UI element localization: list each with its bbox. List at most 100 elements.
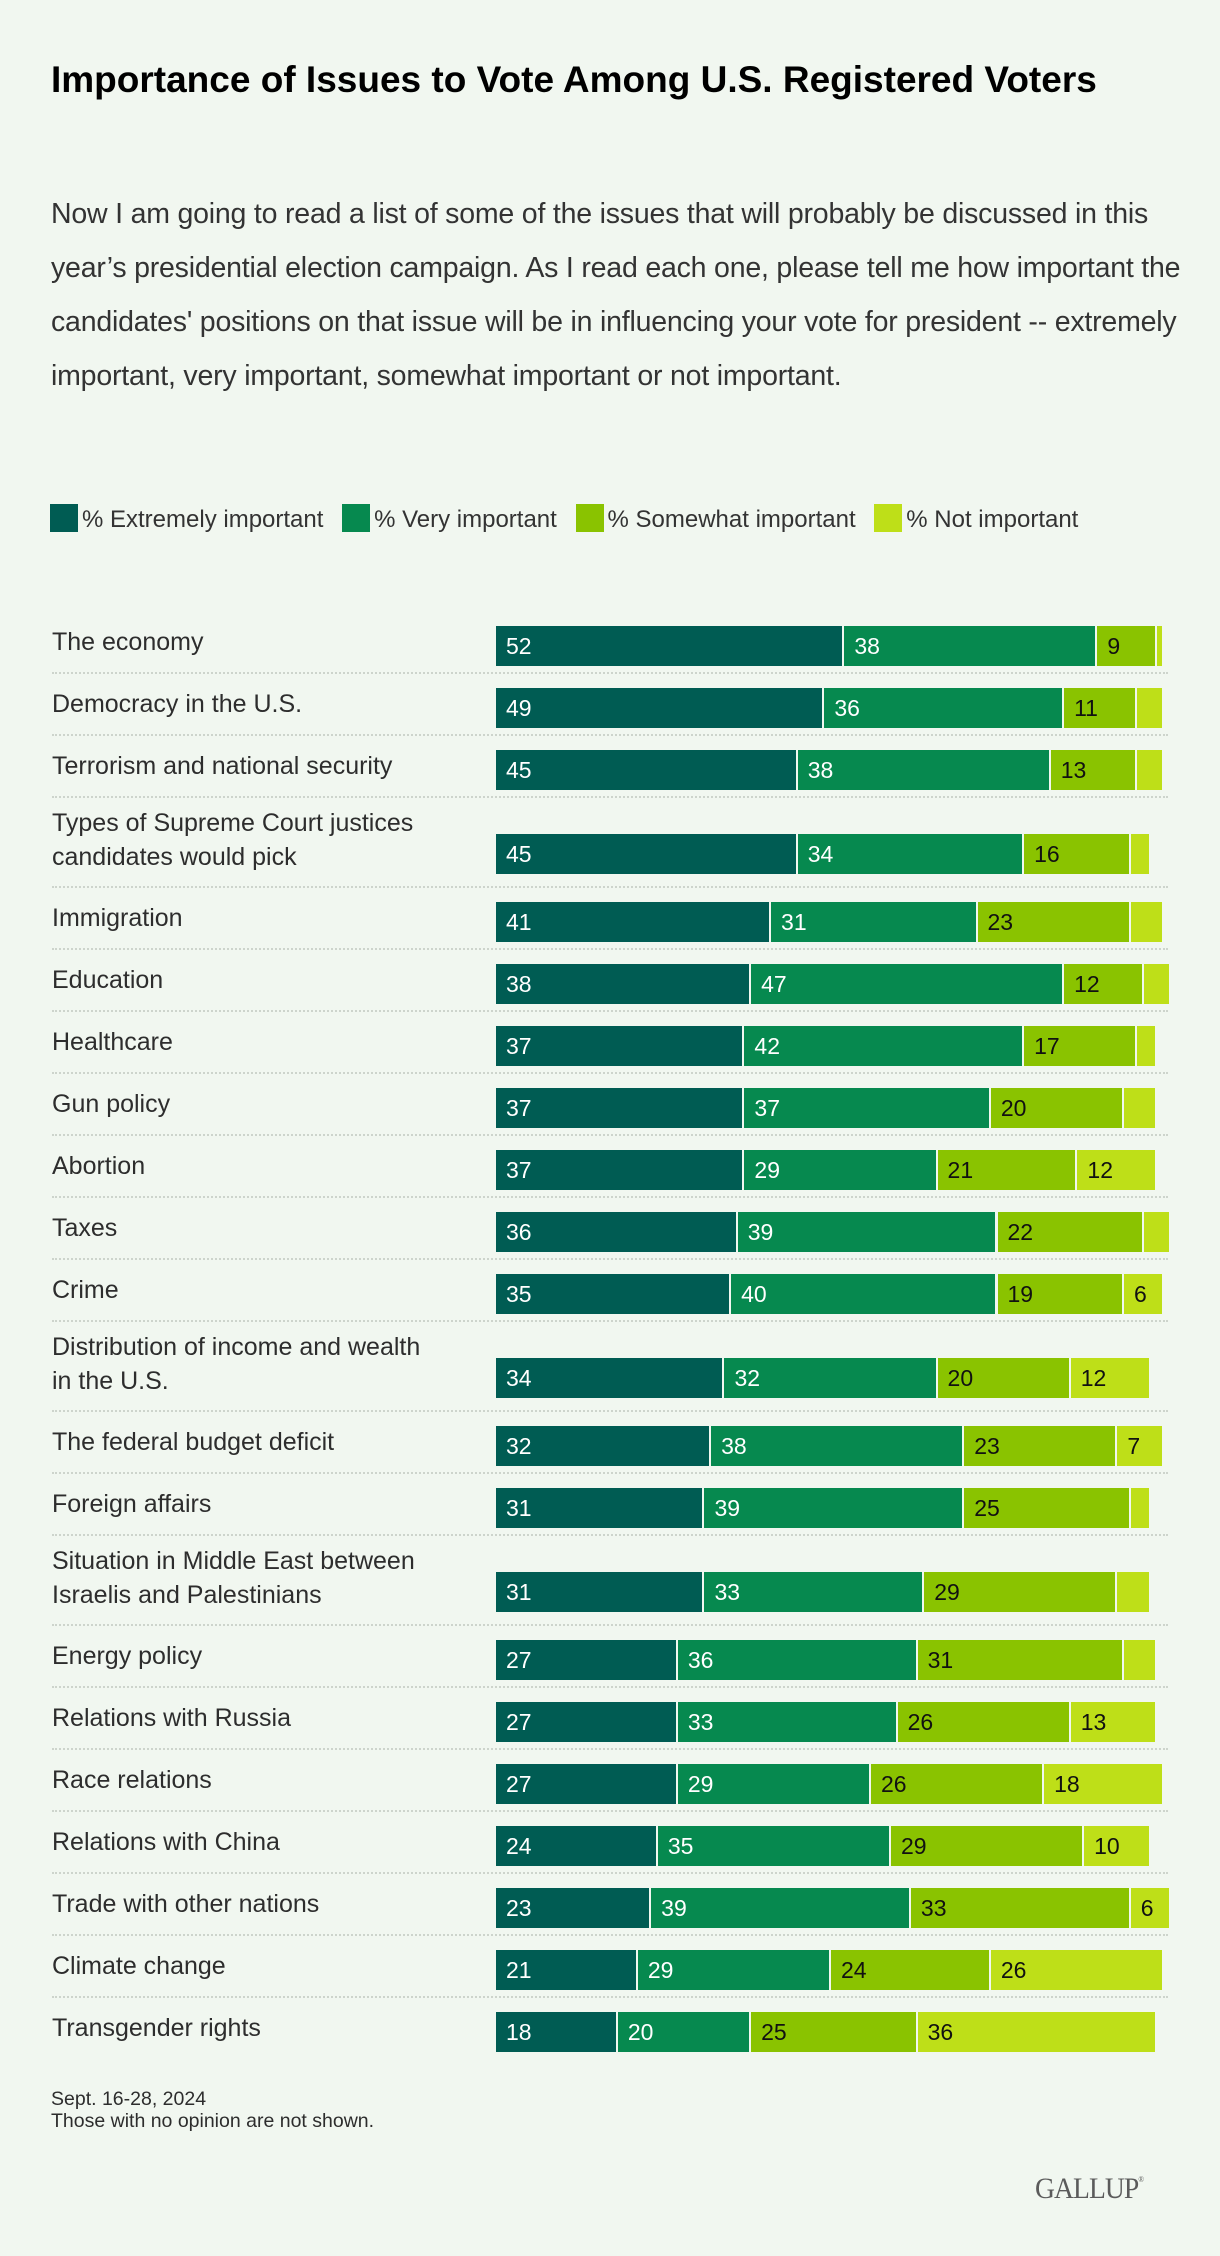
- data-label: 47: [761, 971, 787, 997]
- category-label-line: Energy policy: [52, 1642, 203, 1670]
- data-label: 52: [506, 633, 532, 659]
- bar-segment-extremely-important: 34: [496, 1358, 723, 1398]
- survey-dates: Sept. 16-28, 2024: [51, 2088, 207, 2110]
- logo-text: GALLUP: [1035, 2172, 1139, 2205]
- bar-segment-not-important: 6: [1130, 1888, 1169, 1928]
- data-label: 7: [1127, 1433, 1141, 1459]
- bar-segment-not-important: [1130, 834, 1149, 874]
- stacked-bar: 31 39 25: [496, 1488, 1162, 1528]
- bar-segment-not-important: [1144, 1212, 1169, 1252]
- legend-item-extremely-important: % Extremely important: [50, 504, 323, 533]
- data-label: 39: [714, 1495, 741, 1521]
- data-label: 32: [506, 1433, 532, 1459]
- data-label: 38: [721, 1433, 747, 1459]
- bar-segment-extremely-important: 37: [496, 1150, 743, 1190]
- bar-segment-not-important: [1144, 964, 1169, 1004]
- category-label: Healthcare: [52, 1025, 482, 1059]
- legend-item-very-important: % Very important: [342, 504, 557, 533]
- data-label: 31: [506, 1495, 532, 1521]
- data-label: 9: [1107, 633, 1121, 659]
- chart-row-situation-in-middle-east-between-israelis-and-palestinians: Situation in Middle East between Israelis…: [0, 1536, 1220, 1626]
- data-label: 33: [687, 1709, 714, 1735]
- row-divider: [52, 1320, 1168, 1322]
- data-label: 36: [927, 2019, 954, 2045]
- data-label: 23: [987, 909, 1014, 935]
- bar-segment-not-important: [1137, 1026, 1156, 1066]
- chart-row-the-federal-budget-deficit: The federal budget deficit 32 38 23 7: [0, 1412, 1220, 1474]
- bar-segment-extremely-important: 27: [496, 1640, 676, 1680]
- data-label: 13: [1060, 757, 1087, 783]
- data-label: 20: [1000, 1095, 1027, 1121]
- data-label: 33: [714, 1579, 741, 1605]
- data-label: 24: [841, 1957, 867, 1983]
- bar-segment-somewhat-important: 11: [1064, 688, 1136, 728]
- bar-segment-extremely-important: 21: [496, 1950, 636, 1990]
- row-divider: [52, 886, 1168, 888]
- bar-segment-not-important: [1124, 1088, 1156, 1128]
- data-label: 39: [661, 1895, 687, 1921]
- data-label: 31: [927, 1647, 954, 1673]
- bar-segment-not-important: [1137, 750, 1162, 790]
- bar-segment-not-important: 26: [990, 1950, 1162, 1990]
- row-divider: [52, 1686, 1168, 1688]
- chart-row-relations-with-china: Relations with China 24 35 29 10: [0, 1812, 1220, 1874]
- legend-item-somewhat-important: % Somewhat important: [575, 504, 856, 533]
- stacked-bar: 41 31 23: [496, 902, 1162, 942]
- bar-segment-extremely-important: 41: [496, 902, 770, 942]
- bar-segment-very-important: 20: [617, 2012, 750, 2052]
- bar-segment-very-important: 31: [771, 902, 976, 942]
- data-label: 18: [506, 2019, 532, 2045]
- category-label: Types of Supreme Court justices candidate…: [52, 806, 482, 874]
- category-label-line: Taxes: [52, 1214, 118, 1242]
- bar-segment-not-important: 6: [1124, 1274, 1162, 1314]
- bar-segment-extremely-important: 23: [496, 1888, 650, 1928]
- bar-segment-very-important: 38: [844, 626, 1096, 666]
- stacked-bar: 24 35 29 10: [496, 1826, 1162, 1866]
- category-label: Climate change: [52, 1949, 482, 1983]
- bar-segment-somewhat-important: 20: [937, 1358, 1069, 1398]
- bar-segment-extremely-important: 52: [496, 626, 843, 666]
- chart-row-the-economy: The economy 52 38 9: [0, 612, 1220, 674]
- row-divider: [52, 672, 1168, 674]
- data-label: 33: [920, 1895, 947, 1921]
- chart-title: Importance of Issues to Vote Among U.S. …: [51, 59, 1097, 100]
- data-label: 12: [1074, 971, 1100, 997]
- data-label: 24: [506, 1833, 532, 1859]
- chart-row-taxes: Taxes 36 39 22: [0, 1198, 1220, 1260]
- legend-swatch: [575, 504, 604, 532]
- bar-segment-very-important: 39: [651, 1888, 909, 1928]
- category-label-line: Israelis and Palestinians: [52, 1581, 322, 1609]
- chart-row-trade-with-other-nations: Trade with other nations 23 39 33 6: [0, 1874, 1220, 1936]
- category-label-line: Democracy in the U.S.: [52, 690, 303, 718]
- data-label: 27: [506, 1771, 532, 1797]
- category-label: Education: [52, 963, 482, 997]
- data-label: 12: [1080, 1365, 1107, 1391]
- data-label: 40: [741, 1281, 767, 1307]
- legend: % Extremely important % Very important %…: [50, 500, 1180, 539]
- category-label-line: Immigration: [52, 904, 183, 932]
- stacked-bar: 35 40 19 6: [496, 1274, 1162, 1314]
- bar-segment-extremely-important: 31: [496, 1572, 703, 1612]
- legend-label: % Somewhat important: [607, 506, 856, 533]
- data-label: 39: [747, 1219, 774, 1245]
- bar-segment-not-important: 7: [1117, 1426, 1162, 1466]
- row-divider: [52, 1872, 1168, 1874]
- bar-segment-extremely-important: 49: [496, 688, 823, 728]
- data-label: 26: [1000, 1957, 1027, 1983]
- data-label: 31: [781, 909, 807, 935]
- data-label: 29: [934, 1579, 960, 1605]
- data-label: 23: [974, 1433, 1000, 1459]
- stacked-bar: 37 29 21 12: [496, 1150, 1162, 1190]
- bar-segment-very-important: 42: [744, 1026, 1023, 1066]
- data-label: 22: [1007, 1219, 1034, 1245]
- bar-segment-not-important: 36: [917, 2012, 1156, 2052]
- category-label: Terrorism and national security: [52, 749, 482, 783]
- row-divider: [52, 1534, 1168, 1536]
- legend-swatch: [50, 504, 78, 532]
- row-divider: [52, 1624, 1168, 1626]
- bar-segment-very-important: 33: [677, 1702, 896, 1742]
- category-label: Distribution of income and wealth in the …: [52, 1330, 482, 1398]
- data-label: 29: [754, 1157, 780, 1183]
- data-label: 31: [506, 1579, 532, 1605]
- stacked-bar: 37 37 20: [496, 1088, 1162, 1128]
